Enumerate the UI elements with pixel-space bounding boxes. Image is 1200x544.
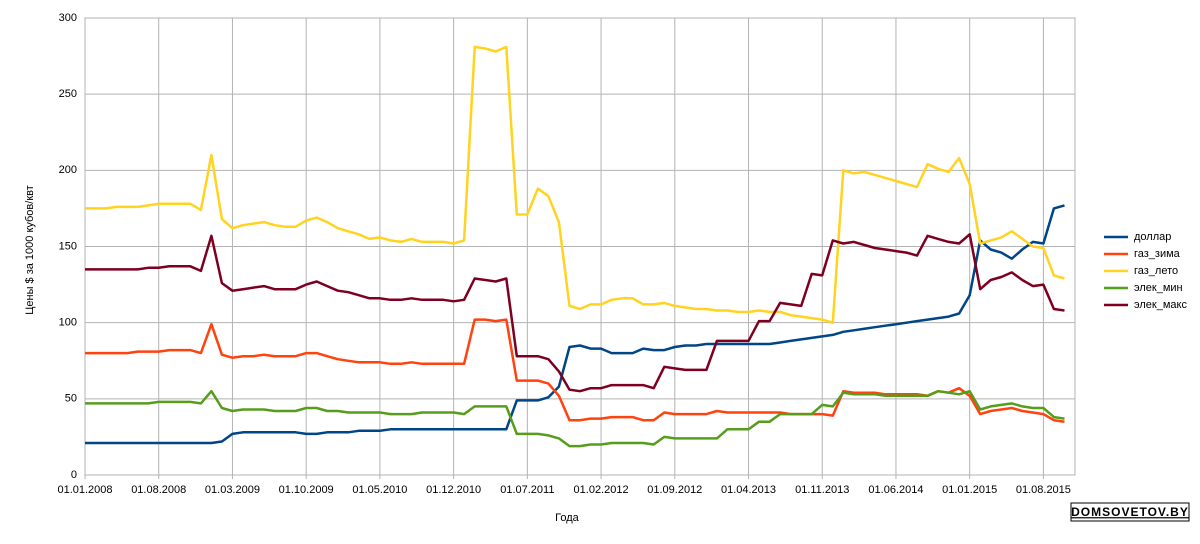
y-tick-label: 100: [59, 317, 77, 329]
x-tick-label: 01.08.2015: [1016, 484, 1071, 496]
x-tick-label: 01.04.2013: [721, 484, 776, 496]
legend-label: элек_мин: [1134, 282, 1183, 294]
x-tick-label: 01.06.2014: [868, 484, 923, 496]
legend-label: доллар: [1134, 231, 1171, 243]
x-tick-label: 01.01.2015: [942, 484, 997, 496]
y-tick-label: 200: [59, 164, 77, 176]
x-tick-label: 01.10.2009: [279, 484, 334, 496]
x-tick-label: 01.09.2012: [647, 484, 702, 496]
watermark: DOMSOVETOV.BY: [1071, 505, 1189, 519]
x-tick-label: 01.03.2009: [205, 484, 260, 496]
legend-label: газ_зима: [1134, 248, 1181, 260]
x-tick-label: 01.12.2010: [426, 484, 481, 496]
watermark-box: [1070, 502, 1190, 522]
series-line: [85, 204, 1065, 445]
x-tick-label: 01.05.2010: [352, 484, 407, 496]
x-tick-label: 01.02.2012: [574, 484, 629, 496]
legend-label: газ_лето: [1134, 265, 1178, 277]
legend-label: элек_макс: [1134, 299, 1187, 311]
series-line: [85, 389, 1065, 448]
series-line: [85, 318, 1065, 423]
x-tick-label: 01.01.2008: [57, 484, 112, 496]
y-tick-label: 300: [59, 12, 77, 24]
x-tick-label: 01.11.2013: [795, 484, 849, 496]
y-tick-label: 250: [59, 88, 77, 100]
y-tick-label: 50: [65, 393, 77, 405]
series-line: [85, 233, 1065, 393]
x-tick-label: 01.07.2011: [500, 484, 554, 496]
y-tick-label: 0: [71, 469, 77, 481]
plot-border: [84, 17, 1076, 476]
y-tick-label: 150: [59, 240, 77, 252]
y-axis-label: Цены $ за 1000 кубов/квт: [24, 185, 36, 315]
series-line: [85, 45, 1065, 324]
x-tick-label: 01.08.2008: [131, 484, 186, 496]
x-axis-label: Года: [555, 512, 580, 524]
